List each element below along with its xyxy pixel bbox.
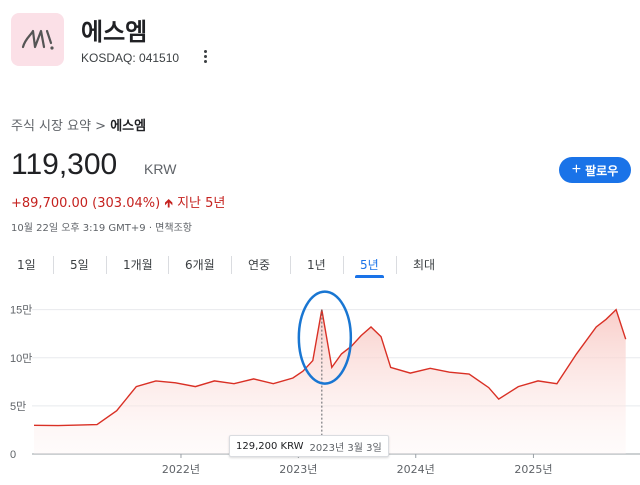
x-tick-label: 2023년 <box>279 463 317 476</box>
data-point <box>320 308 324 312</box>
x-tick-label: 2024년 <box>397 463 435 476</box>
price-change: +89,700.00 (303.04%) 🡹 지난 5년 <box>11 192 225 215</box>
data-point <box>56 424 60 428</box>
data-point <box>252 377 256 381</box>
data-point <box>594 325 598 329</box>
company-name: 에스엠 <box>81 18 148 46</box>
price-currency: KRW <box>144 161 177 177</box>
y-tick-label: 10만 <box>10 352 32 365</box>
more-options-icon[interactable] <box>199 48 211 68</box>
price-line <box>33 308 627 427</box>
y-tick-label: 15만 <box>10 304 32 317</box>
data-point <box>301 369 305 373</box>
hover-tooltip: 129,200 KRW 2023년 3월 3일 <box>229 435 389 457</box>
data-point <box>487 386 491 390</box>
ticker-symbol: KOSDAQ: 041510 <box>81 51 180 65</box>
data-point <box>379 335 383 339</box>
breadcrumb-separator: > <box>95 119 107 134</box>
data-point <box>516 385 520 389</box>
data-point <box>555 382 559 386</box>
data-point <box>467 372 471 376</box>
data-point <box>291 376 295 380</box>
tab-divider <box>53 256 54 274</box>
sm-logo-icon <box>21 29 54 50</box>
data-point <box>330 365 334 369</box>
range-tabs: 1일 5일 1개월 6개월 연중 1년 5년 최대 <box>0 250 640 280</box>
tooltip-value: 129,200 KRW <box>236 440 304 452</box>
follow-button[interactable]: + 팔로우 <box>559 157 631 183</box>
data-point <box>311 359 315 363</box>
annotation-circle <box>297 290 353 385</box>
stock-price: 119,300 <box>11 148 118 181</box>
tab-5d[interactable]: 5일 <box>70 258 89 272</box>
arrow-up-icon: 🡹 <box>164 196 173 210</box>
data-point <box>389 365 393 369</box>
data-point <box>614 308 618 312</box>
data-point <box>575 352 579 356</box>
tab-divider <box>231 256 232 274</box>
data-point <box>76 423 80 427</box>
x-tick-label: 2022년 <box>162 463 200 476</box>
tab-5y[interactable]: 5년 <box>360 258 379 272</box>
data-point <box>359 334 363 338</box>
tab-divider <box>290 256 291 274</box>
tab-divider <box>168 256 169 274</box>
breadcrumb-current: 에스엠 <box>110 119 147 134</box>
data-point <box>32 423 36 427</box>
tab-max[interactable]: 최대 <box>413 258 436 272</box>
quote-timestamp: 10월 22일 오후 3:19 GMT+9 · 면책조항 <box>11 223 192 234</box>
company-logo <box>11 13 64 66</box>
data-point <box>95 423 99 427</box>
tab-divider <box>396 256 397 274</box>
x-tick-label: 2025년 <box>514 463 552 476</box>
data-point <box>536 379 540 383</box>
y-tick-label: 0 <box>10 449 16 461</box>
data-point <box>174 381 178 385</box>
breadcrumb-parent-link[interactable]: 주식 시장 요약 <box>11 119 92 134</box>
tab-1y[interactable]: 1년 <box>307 258 326 272</box>
tab-6m[interactable]: 6개월 <box>185 258 215 272</box>
data-point <box>193 385 197 389</box>
data-point <box>624 337 628 341</box>
data-point <box>408 371 412 375</box>
tooltip-date: 2023년 3월 3일 <box>309 442 382 454</box>
plus-icon: + <box>571 161 582 178</box>
data-point <box>134 385 138 389</box>
tab-divider <box>106 256 107 274</box>
data-point <box>428 366 432 370</box>
follow-button-label: 팔로우 <box>585 163 619 178</box>
tab-ytd[interactable]: 연중 <box>248 258 271 272</box>
data-point <box>212 379 216 383</box>
tab-1m[interactable]: 1개월 <box>123 258 153 272</box>
breadcrumb: 주식 시장 요약 > 에스엠 <box>11 115 146 134</box>
data-point <box>448 370 452 374</box>
change-value: +89,700.00 (303.04%) <box>11 196 161 211</box>
data-point <box>604 317 608 321</box>
y-tick-label: 5만 <box>10 400 26 413</box>
active-tab-indicator <box>355 275 384 278</box>
data-point <box>349 344 353 348</box>
data-point <box>369 325 373 329</box>
data-point <box>232 382 236 386</box>
tab-1d[interactable]: 1일 <box>17 258 36 272</box>
tab-divider <box>343 256 344 274</box>
data-point <box>340 352 344 356</box>
data-point <box>271 382 275 386</box>
data-point <box>497 397 501 401</box>
data-point <box>115 409 119 413</box>
price-chart[interactable]: 15만 10만 5만 0 2022년 2023년 2024년 2025년 <box>0 286 640 485</box>
change-period: 지난 5년 <box>177 196 226 211</box>
data-point <box>154 379 158 383</box>
